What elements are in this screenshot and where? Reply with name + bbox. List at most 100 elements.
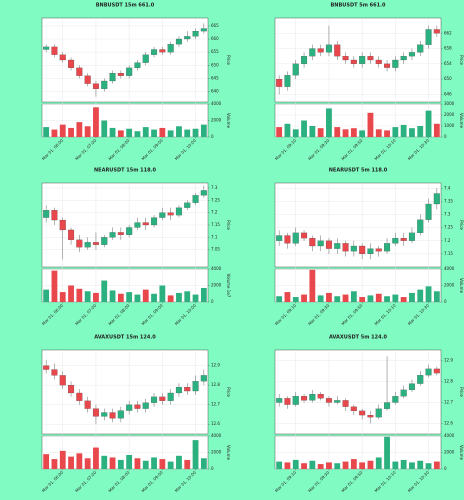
y-axis-label: Price (226, 55, 231, 65)
candle-body (126, 67, 133, 76)
candle-body (134, 404, 141, 409)
x-tick-label: Mar 01, 10:30 (407, 470, 431, 494)
candle-body (375, 59, 382, 64)
candle-body (59, 219, 66, 231)
candle-body (159, 49, 166, 53)
candle-body (109, 412, 116, 419)
candle-body (43, 365, 50, 370)
volume-bar (326, 108, 332, 137)
candle-body (417, 219, 424, 233)
volume-bar (392, 461, 399, 469)
candle-body (92, 242, 99, 245)
volume-bar (342, 461, 349, 469)
x-tick-label: Mar 01, 10:10 (373, 303, 397, 327)
volume-tick-label: 0 (444, 466, 447, 471)
y-tick-label: 7.15 (211, 222, 220, 227)
volume-tick-label: 2000 (211, 450, 222, 455)
candle-body (301, 396, 308, 401)
candle-body (367, 415, 374, 418)
volume-bar (409, 292, 415, 302)
volume-tick-label: 0 (211, 466, 214, 471)
y-tick-label: 7.05 (211, 247, 220, 252)
y-axis-label: Price (459, 55, 464, 65)
volume-bar (334, 296, 341, 302)
candle-body (359, 410, 366, 416)
volume-bar (301, 463, 307, 469)
volume-bar (375, 293, 382, 302)
volume-bar (276, 127, 283, 137)
volume-bar (142, 127, 149, 137)
volume-tick-label: 2000 (444, 450, 455, 455)
candle-body (292, 63, 299, 76)
volume-bar (159, 285, 166, 302)
candle-body (76, 67, 83, 76)
volume-bar (51, 270, 58, 302)
candle-body (167, 392, 174, 401)
candle-body (117, 73, 124, 76)
volume-tick-label: 0 (444, 299, 447, 304)
candle-body (84, 242, 91, 248)
x-tick-label: Mar 01, 10:30 (407, 303, 431, 327)
volume-bar (309, 460, 316, 469)
candle-body (51, 210, 58, 221)
candle-body (425, 368, 432, 376)
volume-bar (359, 130, 366, 137)
volume-bar (350, 128, 357, 137)
x-tick-label: Mar 01, 09:50 (340, 138, 364, 162)
volume-bar (142, 460, 149, 469)
candle-body (433, 368, 440, 374)
candle-body (350, 59, 357, 64)
volume-bar (334, 463, 341, 469)
candle-body (325, 240, 332, 249)
volume-bar (301, 120, 307, 137)
y-tick-label: 7.35 (444, 198, 453, 203)
candle-body (292, 396, 299, 405)
volume-bar (159, 459, 166, 469)
volume-bar (425, 463, 432, 469)
volume-bar (433, 291, 440, 302)
candle-body (325, 44, 332, 53)
y-tick-label: 12.8 (444, 379, 453, 384)
volume-bar (309, 126, 316, 137)
volume-bar (84, 458, 91, 469)
volume-bar (176, 292, 182, 302)
volume-bar (192, 128, 199, 137)
candle-body (417, 44, 424, 53)
x-tick-label: Mar 01, 07:00 (74, 303, 98, 327)
candle-body (408, 383, 415, 391)
candle-body (384, 402, 391, 409)
candle-body (342, 400, 349, 407)
candle-body (350, 406, 357, 412)
volume-bar (284, 292, 291, 302)
candle-body (92, 83, 99, 89)
volume-bar (184, 129, 191, 137)
y-tick-label: 12.6 (211, 421, 220, 426)
x-tick-label: Mar 01, 09:50 (340, 470, 364, 494)
volume-bar (117, 130, 124, 137)
x-tick-label: Mar 01, 06:00 (41, 138, 65, 162)
y-tick-label: 7.2 (444, 238, 451, 243)
candle-body (68, 59, 75, 68)
y-axis-label: Price (459, 387, 464, 397)
candle-body (276, 235, 283, 241)
x-tick-label: Mar 01, 09:00 (140, 138, 164, 162)
volume-bar (43, 289, 50, 302)
candle-body (192, 31, 199, 37)
volume-bar (192, 440, 199, 469)
volume-bar (76, 453, 83, 469)
volume-bar (409, 128, 415, 137)
candle-body (117, 232, 124, 235)
volume-bar (375, 129, 382, 137)
volume-bar (76, 122, 83, 137)
volume-bar (176, 126, 182, 137)
volume-tick-label: 4000 (444, 433, 455, 438)
volume-bar (400, 124, 407, 137)
candle-body (325, 398, 332, 403)
volume-bar (151, 129, 157, 137)
candle-body (317, 240, 324, 247)
volume-bar (350, 291, 357, 302)
x-tick-label: Mar 01, 10:10 (373, 138, 397, 162)
volume-bar (276, 296, 283, 302)
